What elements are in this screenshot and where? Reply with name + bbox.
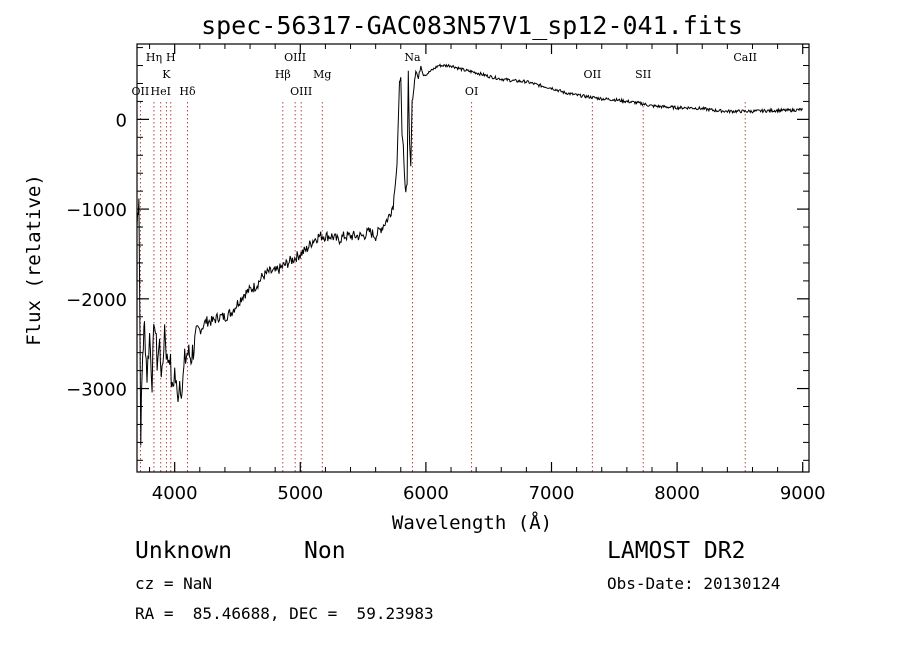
x-tick-label: 9000 [780,483,826,504]
spectral-line-label: SII [635,68,651,81]
spectral-line-label: Na [404,51,421,64]
spectral-line-label: OIII [290,85,312,98]
spectral-line-label: Hη [146,51,162,64]
spectral-line-label: CaII [733,51,757,64]
x-tick-label: 6000 [403,483,449,504]
y-tick-label: −2000 [66,290,127,311]
spectral-line-label: Hδ [179,85,196,98]
y-tick-label: 0 [116,110,127,131]
plot-area [136,63,804,446]
survey-name: LAMOST DR2 [607,538,746,564]
y-tick-label: −1000 [66,200,127,221]
spectral-line-label: OII [583,68,601,81]
x-axis-label: Wavelength (Å) [392,511,552,534]
x-tick-label: 4000 [152,483,198,504]
y-axis-label: Flux (relative) [23,174,45,346]
x-tick-label: 5000 [277,483,323,504]
redshift-cz: cz = NaN [135,574,213,593]
spectral-line-label: OI [465,85,478,98]
spectral-line-label: HeI [151,85,171,98]
object-class: Unknown [135,538,232,564]
spectral-line-label: K [162,68,171,81]
coordinates: RA = 85.46688, DEC = 59.23983 [135,604,434,623]
x-tick-label: 7000 [529,483,575,504]
chart-title: spec-56317-GAC083N57V1_sp12-041.fits [201,11,743,40]
x-tick-label: 8000 [654,483,700,504]
object-subclass: Non [304,538,346,564]
spectral-line-label: Hβ [275,68,291,81]
spectral-line-label: OIII [284,51,306,64]
spectral-line-label: Mg [313,68,331,81]
axis-ticks: 4000 5000 6000 7000 8000 9000 0 −1000 −2000 −3000 [66,44,826,504]
observation-date: Obs-Date: 20130124 [607,574,781,593]
spectrum-series-line [136,63,804,446]
spectral-line-label: OII [132,85,150,98]
y-tick-label: −3000 [66,380,127,401]
plot-frame [136,43,810,473]
spectral-line-label: H [166,51,176,64]
